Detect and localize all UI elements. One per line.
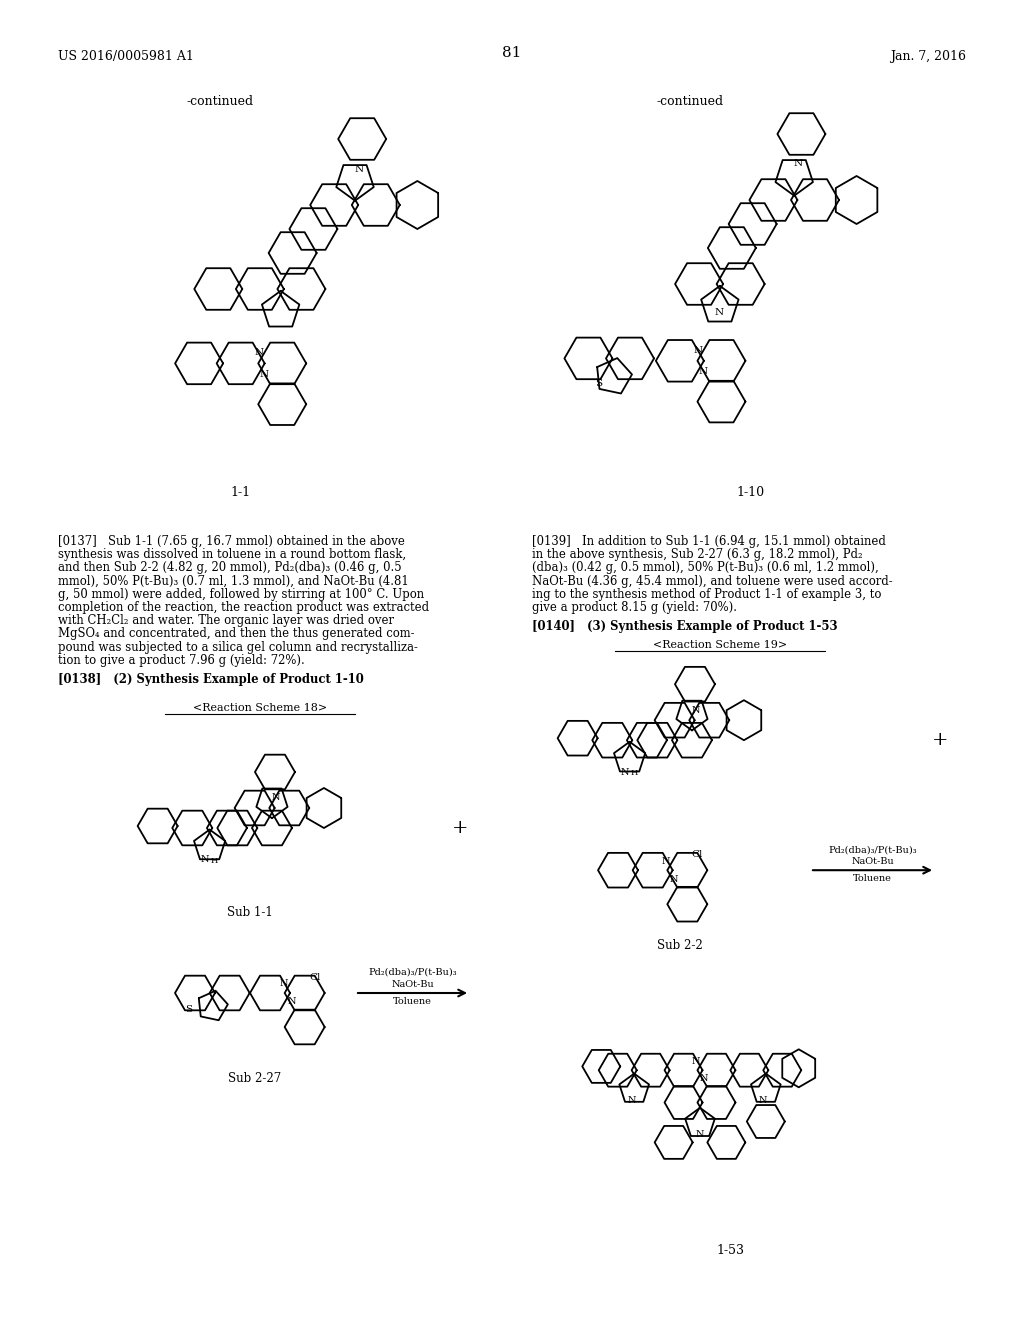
Text: synthesis was dissolved in toluene in a round bottom flask,: synthesis was dissolved in toluene in a … (58, 548, 407, 561)
Text: N: N (695, 1130, 705, 1139)
Text: Sub 2-2: Sub 2-2 (657, 939, 702, 952)
Text: g, 50 mmol) were added, followed by stirring at 100° C. Upon: g, 50 mmol) were added, followed by stir… (58, 587, 424, 601)
Text: N: N (693, 346, 702, 355)
Text: H: H (631, 770, 638, 777)
Text: [0137]   Sub 1-1 (7.65 g, 16.7 mmol) obtained in the above: [0137] Sub 1-1 (7.65 g, 16.7 mmol) obtai… (58, 535, 404, 548)
Text: +: + (932, 731, 948, 750)
Text: mmol), 50% P(t-Bu)₃ (0.7 ml, 1.3 mmol), and NaOt-Bu (4.81: mmol), 50% P(t-Bu)₃ (0.7 ml, 1.3 mmol), … (58, 574, 409, 587)
Text: US 2016/0005981 A1: US 2016/0005981 A1 (58, 50, 194, 63)
Text: Toluene: Toluene (393, 997, 432, 1006)
Text: N: N (662, 857, 671, 866)
Text: [0139]   In addition to Sub 1-1 (6.94 g, 15.1 mmol) obtained: [0139] In addition to Sub 1-1 (6.94 g, 1… (532, 535, 886, 548)
Text: N: N (627, 1096, 636, 1105)
Text: Toluene: Toluene (853, 874, 892, 883)
Text: Sub 2-27: Sub 2-27 (228, 1072, 282, 1085)
Text: give a product 8.15 g (yield: 70%).: give a product 8.15 g (yield: 70%). (532, 601, 737, 614)
Text: -continued: -continued (656, 95, 724, 108)
Text: Cl: Cl (309, 973, 321, 982)
Text: <Reaction Scheme 19>: <Reaction Scheme 19> (653, 640, 787, 651)
Text: [0138]   (2) Synthesis Example of Product 1-10: [0138] (2) Synthesis Example of Product … (58, 673, 364, 686)
Text: 1-1: 1-1 (230, 487, 250, 499)
Text: 1-10: 1-10 (736, 487, 764, 499)
Text: S: S (595, 379, 602, 388)
Text: with CH₂Cl₂ and water. The organic layer was dried over: with CH₂Cl₂ and water. The organic layer… (58, 614, 394, 627)
Text: N: N (354, 165, 364, 173)
Text: +: + (452, 818, 468, 837)
Text: N: N (255, 348, 263, 358)
Text: pound was subjected to a silica gel column and recrystalliza-: pound was subjected to a silica gel colu… (58, 640, 418, 653)
Text: N: N (271, 793, 281, 803)
Text: N: N (699, 1074, 708, 1084)
Text: tion to give a product 7.96 g (yield: 72%).: tion to give a product 7.96 g (yield: 72… (58, 653, 305, 667)
Text: Sub 1-1: Sub 1-1 (227, 907, 272, 920)
Text: (dba)₃ (0.42 g, 0.5 mmol), 50% P(t-Bu)₃ (0.6 ml, 1.2 mmol),: (dba)₃ (0.42 g, 0.5 mmol), 50% P(t-Bu)₃ … (532, 561, 879, 574)
Text: Cl: Cl (691, 850, 703, 859)
Text: Jan. 7, 2016: Jan. 7, 2016 (890, 50, 966, 63)
Text: N: N (670, 875, 678, 883)
Text: completion of the reaction, the reaction product was extracted: completion of the reaction, the reaction… (58, 601, 429, 614)
Text: NaOt-Bu: NaOt-Bu (851, 857, 894, 866)
Text: N: N (621, 768, 629, 776)
Text: N: N (287, 998, 296, 1006)
Text: in the above synthesis, Sub 2-27 (6.3 g, 18.2 mmol), Pd₂: in the above synthesis, Sub 2-27 (6.3 g,… (532, 548, 862, 561)
Text: N: N (259, 370, 268, 379)
Text: -continued: -continued (186, 95, 254, 108)
Text: N: N (759, 1096, 767, 1105)
Text: N: N (714, 309, 723, 317)
Text: N: N (698, 367, 708, 376)
Text: N: N (691, 706, 700, 714)
Text: Pd₂(dba)₃/P(t-Bu)₃: Pd₂(dba)₃/P(t-Bu)₃ (828, 845, 916, 854)
Text: 81: 81 (503, 46, 521, 59)
Text: N: N (692, 1057, 700, 1067)
Text: Pd₂(dba)₃/P(t-Bu)₃: Pd₂(dba)₃/P(t-Bu)₃ (369, 968, 457, 977)
Text: NaOt-Bu: NaOt-Bu (391, 979, 434, 989)
Text: [0140]   (3) Synthesis Example of Product 1-53: [0140] (3) Synthesis Example of Product … (532, 620, 838, 634)
Text: <Reaction Scheme 18>: <Reaction Scheme 18> (193, 704, 327, 713)
Text: N: N (280, 979, 288, 989)
Text: NaOt-Bu (4.36 g, 45.4 mmol), and toluene were used accord-: NaOt-Bu (4.36 g, 45.4 mmol), and toluene… (532, 574, 893, 587)
Text: S: S (185, 1006, 193, 1015)
Text: N: N (201, 855, 209, 865)
Text: H: H (211, 857, 218, 865)
Text: N: N (794, 160, 803, 169)
Text: MgSO₄ and concentrated, and then the thus generated com-: MgSO₄ and concentrated, and then the thu… (58, 627, 415, 640)
Text: ing to the synthesis method of Product 1-1 of example 3, to: ing to the synthesis method of Product 1… (532, 587, 882, 601)
Text: and then Sub 2-2 (4.82 g, 20 mmol), Pd₂(dba)₃ (0.46 g, 0.5: and then Sub 2-2 (4.82 g, 20 mmol), Pd₂(… (58, 561, 401, 574)
Text: 1-53: 1-53 (716, 1243, 744, 1257)
